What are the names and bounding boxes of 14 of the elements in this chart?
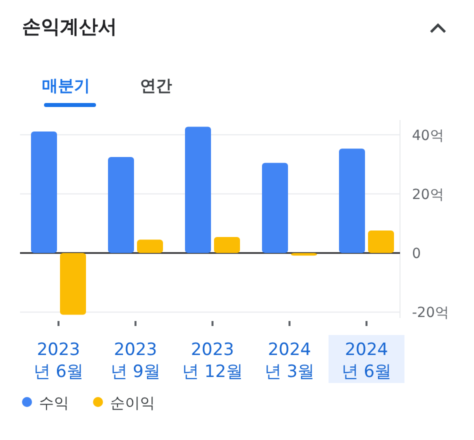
x-tick-label: 2024 년 6월 bbox=[341, 340, 392, 382]
legend-label: 순이익 bbox=[110, 394, 155, 412]
annotation: 매분기 bbox=[42, 76, 90, 95]
x-tick-label: 2023 년 6월 bbox=[33, 340, 84, 382]
legend-label: 수익 bbox=[39, 394, 69, 412]
x-tick-label: 2024 년 3월 bbox=[264, 340, 315, 382]
x-tick-label: 2023 년 12월 bbox=[182, 340, 244, 382]
y-tick-label: -20억 bbox=[412, 305, 449, 322]
y-tick-label: 0 bbox=[412, 246, 421, 262]
annotation: 연간 bbox=[140, 76, 172, 95]
y-tick-label: 20억 bbox=[412, 186, 444, 203]
title: 손익계산서 bbox=[22, 16, 117, 38]
y-tick-label: 40억 bbox=[412, 128, 444, 144]
x-tick-label: 2023 년 9월 bbox=[110, 340, 161, 382]
